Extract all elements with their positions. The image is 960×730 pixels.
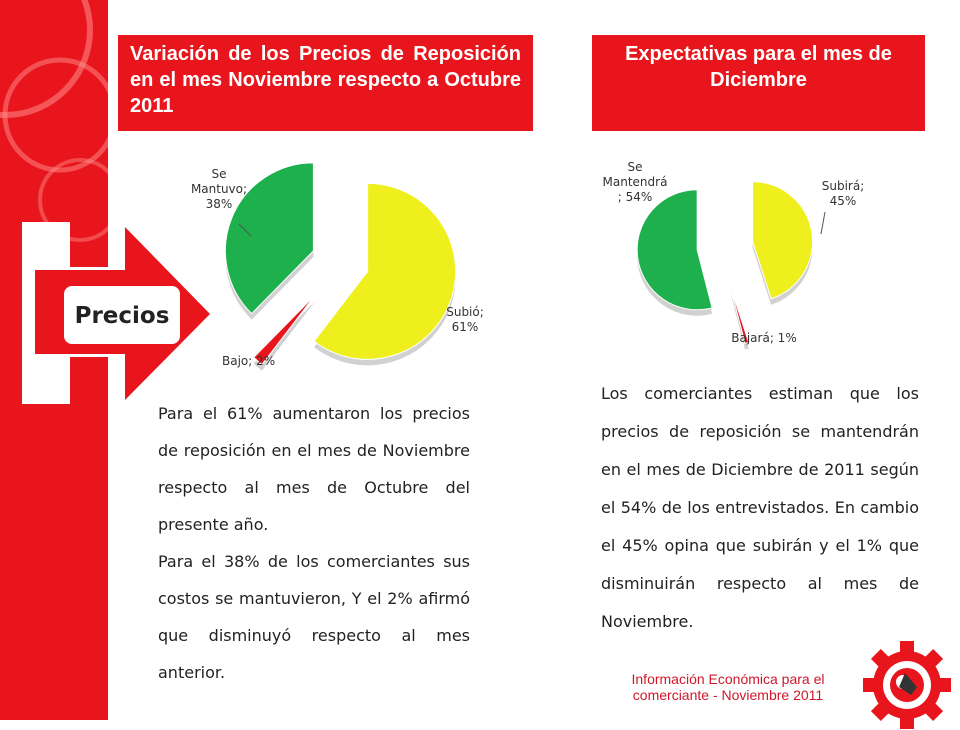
left-title-text: Variación de los Precios de Reposición e… bbox=[130, 43, 521, 117]
right-title-text: Expectativas para el mes de Diciembre bbox=[625, 43, 892, 91]
pie-slice bbox=[313, 182, 457, 360]
pie-label: Bajo; 2% bbox=[222, 354, 275, 368]
pie-label: Bajará; 1% bbox=[731, 331, 796, 345]
right-title: Expectativas para el mes de Diciembre bbox=[592, 35, 925, 131]
left-description-1: Para el 61% aumentaron los precios de re… bbox=[158, 404, 470, 534]
pie-label: Se Mantuvo; 38% bbox=[191, 167, 247, 211]
left-description: Para el 61% aumentaron los precios de re… bbox=[158, 395, 470, 691]
pie-label: Se Mantendrá; 54% bbox=[603, 160, 668, 204]
pie-slice bbox=[253, 294, 316, 366]
pie-leader-line bbox=[238, 223, 252, 237]
chart-precios-noviembre: Subió; 61% Bajo; 2% Se Mantuvo; 38% bbox=[191, 162, 484, 371]
right-description: Los comerciantes estiman que los precios… bbox=[601, 384, 919, 631]
pie-label: Subirá; 45% bbox=[822, 179, 865, 208]
precios-label: Precios bbox=[75, 303, 170, 329]
pie-slice bbox=[752, 181, 814, 300]
chart-expectativas-diciembre: Subirá; 45% Bajará; 1% Se Mantendrá; 54% bbox=[603, 160, 865, 350]
left-title: Variación de los Precios de Reposición e… bbox=[118, 35, 533, 131]
pie-label: Subió; 61% bbox=[446, 305, 484, 334]
footer-line-2: comerciante - Noviembre 2011 bbox=[632, 687, 824, 703]
gear-logo-icon bbox=[863, 641, 951, 729]
pie-slice bbox=[636, 189, 713, 311]
pie-leader-line bbox=[820, 211, 826, 235]
left-description-2: Para el 38% de los comerciantes sus cost… bbox=[158, 552, 470, 682]
pie-slice bbox=[729, 285, 750, 345]
footer-line-1: Información Económica para el bbox=[631, 671, 825, 687]
precios-arrow: Precios bbox=[22, 222, 218, 404]
decorative-rings bbox=[0, 0, 108, 242]
footer: Información Económica para el comerciant… bbox=[608, 671, 848, 703]
pie-slice bbox=[224, 162, 314, 315]
